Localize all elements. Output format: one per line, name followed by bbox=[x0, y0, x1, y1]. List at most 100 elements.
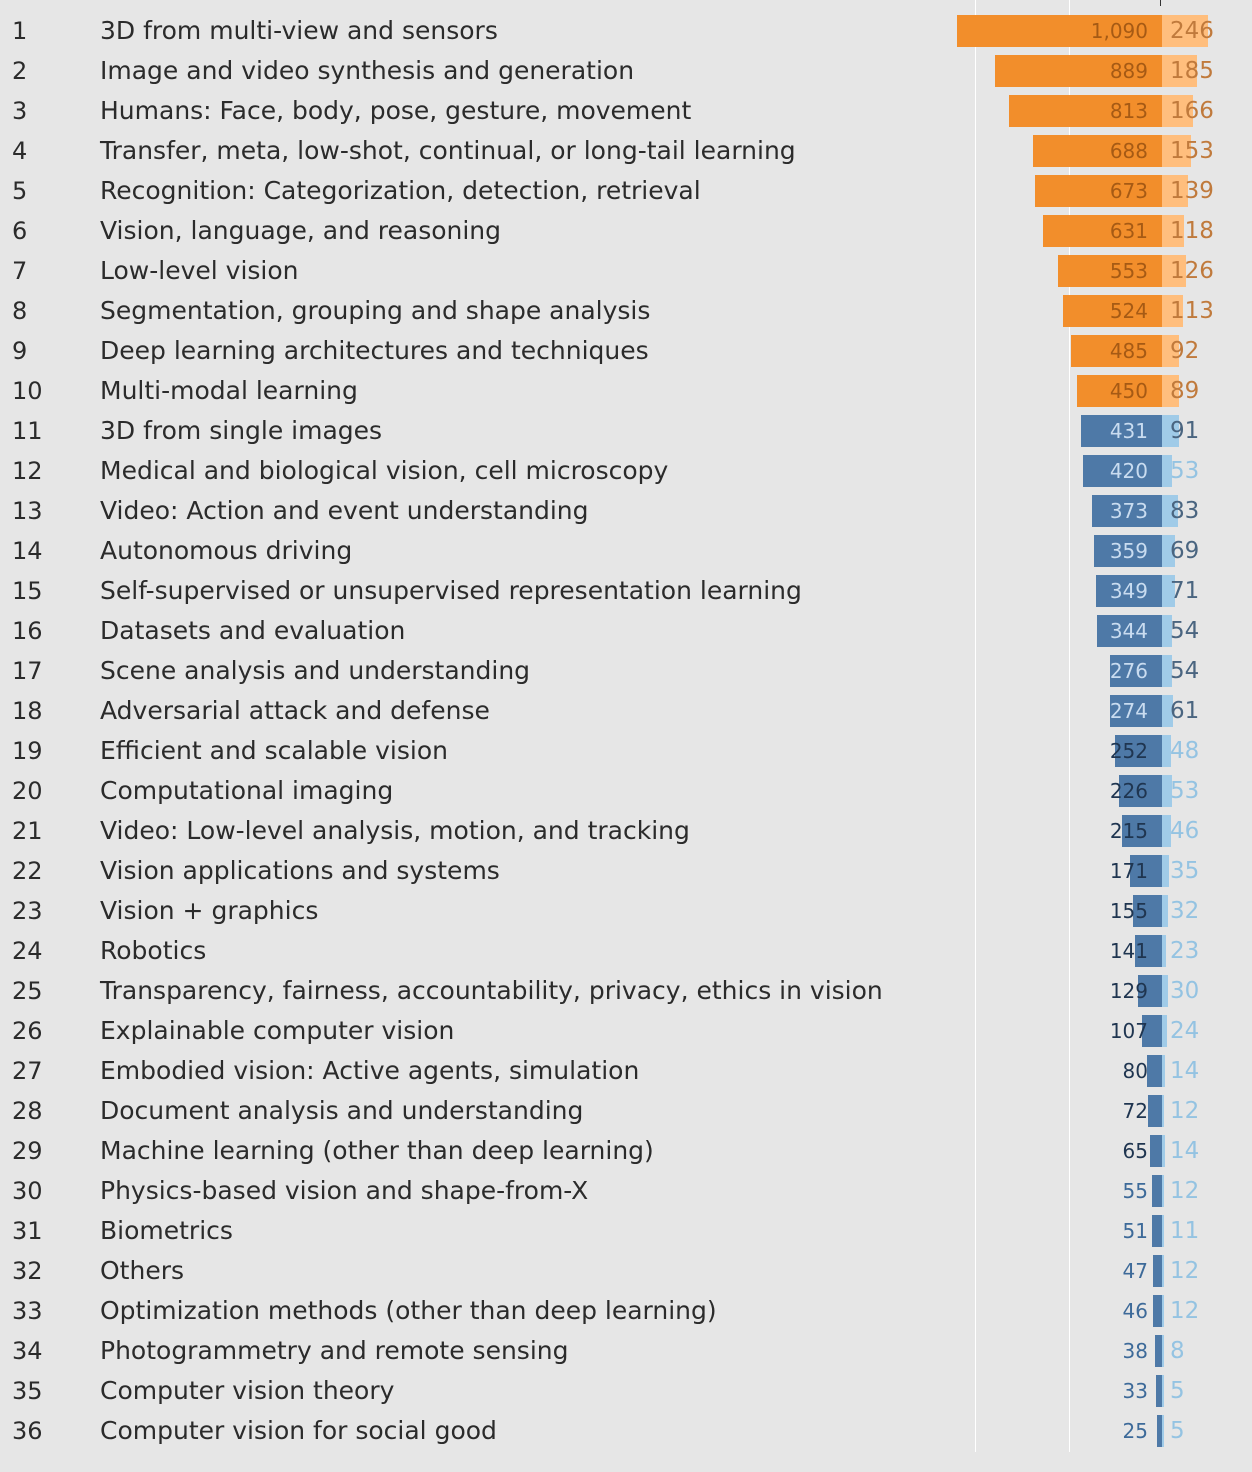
rank-label: 32 bbox=[12, 1257, 43, 1285]
category-label: Computational imaging bbox=[100, 776, 394, 805]
value-label-left: 359 bbox=[1109, 539, 1148, 563]
chart-row: 26 Explainable computer vision 107 24 bbox=[0, 1011, 1252, 1051]
category-label: Computer vision theory bbox=[100, 1376, 395, 1405]
value-label-right: 48 bbox=[1170, 738, 1200, 764]
rank-label: 22 bbox=[12, 857, 43, 885]
bar-right bbox=[1162, 775, 1172, 807]
chart-row: 18 Adversarial attack and defense 274 61 bbox=[0, 691, 1252, 731]
bar-right bbox=[1162, 15, 1208, 47]
chart-row: 25 Transparency, fairness, accountability… bbox=[0, 971, 1252, 1011]
category-label: Self-supervised or unsupervised represen… bbox=[100, 576, 802, 605]
value-label-left: 274 bbox=[1109, 699, 1148, 723]
bar-left bbox=[1138, 975, 1162, 1007]
bar-right bbox=[1162, 1175, 1164, 1207]
rank-label: 18 bbox=[12, 697, 43, 725]
bar-right bbox=[1162, 415, 1179, 447]
rank-label: 12 bbox=[12, 457, 43, 485]
value-label-left: 373 bbox=[1109, 499, 1148, 523]
value-label-right: 35 bbox=[1170, 858, 1200, 884]
value-label-right: 54 bbox=[1170, 618, 1200, 644]
chart-row: 24 Robotics 141 23 bbox=[0, 931, 1252, 971]
bar-left bbox=[1119, 775, 1162, 807]
rank-label: 5 bbox=[12, 177, 28, 205]
bar-right bbox=[1162, 575, 1175, 607]
chart-row: 6 Vision, language, and reasoning 631 118 bbox=[0, 211, 1252, 251]
category-label: Transfer, meta, low-shot, continual, or … bbox=[100, 136, 796, 165]
rank-label: 34 bbox=[12, 1337, 43, 1365]
bar-left bbox=[1083, 455, 1162, 487]
category-label: Deep learning architectures and techniqu… bbox=[100, 336, 649, 365]
bar-left bbox=[1081, 415, 1162, 447]
category-label: Autonomous driving bbox=[100, 536, 353, 565]
chart-row: 33 Optimization methods (other than deep … bbox=[0, 1291, 1252, 1331]
value-label-right: 54 bbox=[1170, 658, 1200, 684]
bar-right bbox=[1162, 295, 1183, 327]
chart-row: 27 Embodied vision: Active agents, simula… bbox=[0, 1051, 1252, 1091]
rank-label: 4 bbox=[12, 137, 28, 165]
category-label: Adversarial attack and defense bbox=[100, 696, 490, 725]
value-label-right: 185 bbox=[1170, 58, 1214, 84]
rank-label: 16 bbox=[12, 617, 43, 645]
rank-label: 21 bbox=[12, 817, 43, 845]
chart-row: 19 Efficient and scalable vision 252 48 bbox=[0, 731, 1252, 771]
value-label-right: 12 bbox=[1170, 1098, 1200, 1124]
bar-right bbox=[1162, 375, 1179, 407]
category-label: Others bbox=[100, 1256, 185, 1285]
bar-left bbox=[1097, 615, 1162, 647]
category-label: Physics-based vision and shape-from-X bbox=[100, 1176, 589, 1205]
chart-row: 31 Biometrics 51 11 bbox=[0, 1211, 1252, 1251]
category-label: Medical and biological vision, cell micr… bbox=[100, 456, 669, 485]
value-label-left: 155 bbox=[1109, 899, 1148, 923]
bar-left bbox=[1148, 1095, 1162, 1127]
chart-row: 2 Image and video synthesis and generatio… bbox=[0, 51, 1252, 91]
rank-label: 23 bbox=[12, 897, 43, 925]
bar-right bbox=[1162, 735, 1171, 767]
value-label-left: 349 bbox=[1109, 579, 1148, 603]
chart-row: 3 Humans: Face, body, pose, gesture, move… bbox=[0, 91, 1252, 131]
rank-label: 14 bbox=[12, 537, 43, 565]
value-label-right: 61 bbox=[1170, 698, 1200, 724]
value-label-right: 71 bbox=[1170, 578, 1200, 604]
gridline-right bbox=[1069, 0, 1070, 1452]
value-label-right: 53 bbox=[1170, 458, 1200, 484]
rank-label: 28 bbox=[12, 1097, 43, 1125]
value-label-right: 118 bbox=[1170, 218, 1214, 244]
value-label-right: 246 bbox=[1170, 18, 1214, 44]
chart-row: 20 Computational imaging 226 53 bbox=[0, 771, 1252, 811]
value-label-right: 30 bbox=[1170, 978, 1200, 1004]
rank-label: 25 bbox=[12, 977, 43, 1005]
category-label: Image and video synthesis and generation bbox=[100, 56, 635, 85]
category-label: Explainable computer vision bbox=[100, 1016, 455, 1045]
bar-left bbox=[1130, 855, 1162, 887]
rank-label: 36 bbox=[12, 1417, 43, 1445]
rank-label: 27 bbox=[12, 1057, 43, 1085]
chart-row: 15 Self-supervised or unsupervised repres… bbox=[0, 571, 1252, 611]
value-label-right: 113 bbox=[1170, 298, 1214, 324]
value-label-left: 171 bbox=[1109, 859, 1148, 883]
value-label-left: 65 bbox=[1122, 1139, 1148, 1163]
category-label: 3D from multi-view and sensors bbox=[100, 16, 498, 45]
chart-row: 34 Photogrammetry and remote sensing 38 8 bbox=[0, 1331, 1252, 1371]
chart-row: 30 Physics-based vision and shape-from-X 5… bbox=[0, 1171, 1252, 1211]
chart-row: 1 3D from multi-view and sensors 1,090 246 bbox=[0, 11, 1252, 51]
value-label-left: 631 bbox=[1109, 219, 1148, 243]
bar-left bbox=[1153, 1295, 1162, 1327]
rank-label: 8 bbox=[12, 297, 28, 325]
bar-left bbox=[1155, 1335, 1162, 1367]
value-label-right: 23 bbox=[1170, 938, 1200, 964]
chart-row: 32 Others 47 12 bbox=[0, 1251, 1252, 1291]
value-label-right: 14 bbox=[1170, 1138, 1200, 1164]
value-label-right: 32 bbox=[1170, 898, 1200, 924]
bar-right bbox=[1162, 135, 1191, 167]
bar-left bbox=[1110, 655, 1162, 687]
bar-right bbox=[1162, 495, 1178, 527]
value-label-right: 12 bbox=[1170, 1298, 1200, 1324]
rank-label: 1 bbox=[12, 17, 28, 45]
rank-label: 13 bbox=[12, 497, 43, 525]
value-label-right: 126 bbox=[1170, 258, 1214, 284]
value-label-right: 139 bbox=[1170, 178, 1214, 204]
category-label: Vision + graphics bbox=[100, 896, 319, 925]
rank-label: 11 bbox=[12, 417, 43, 445]
value-label-right: 153 bbox=[1170, 138, 1214, 164]
value-label-left: 215 bbox=[1109, 819, 1148, 843]
